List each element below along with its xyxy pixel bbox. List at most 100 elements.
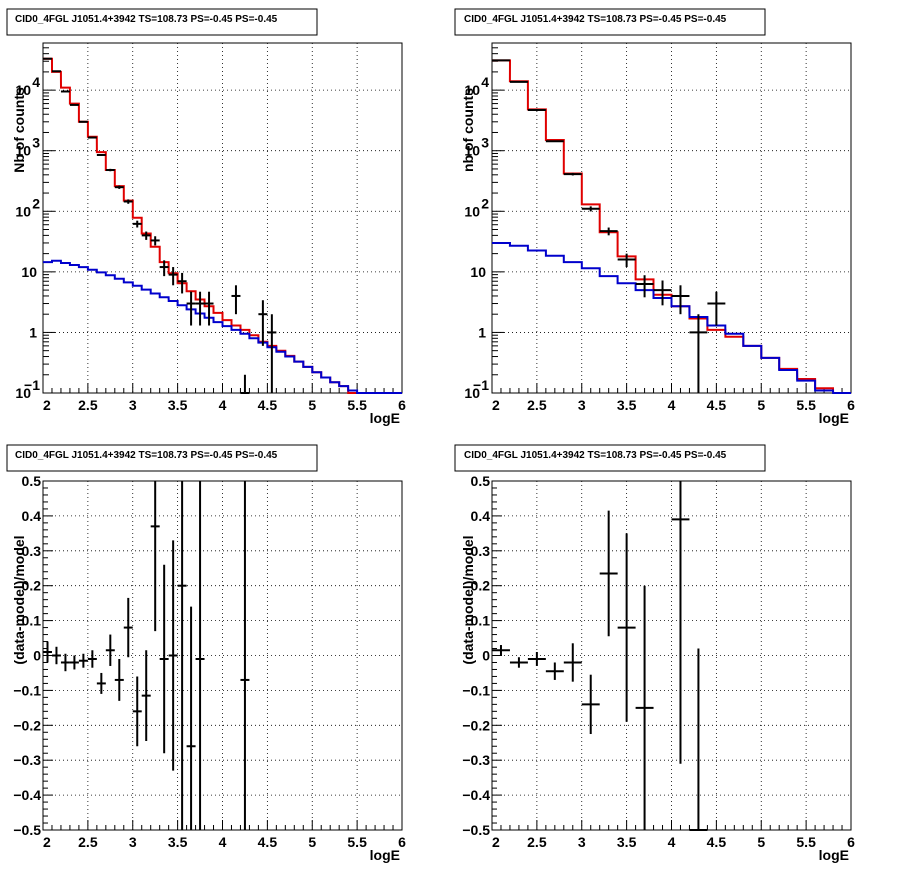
x-tick-label: 5 — [757, 834, 765, 850]
y-tick-label: −0.1 — [462, 682, 490, 698]
panel-title-box — [6, 444, 318, 472]
x-tick-label: 3 — [129, 397, 137, 413]
y-tick-label: −0.5 — [13, 822, 41, 838]
y-axis-title: (data-model)/model — [460, 535, 476, 664]
y-tick-label: 10 — [21, 264, 37, 280]
y-tick-label: 10 — [15, 203, 31, 219]
panel-title-box — [454, 8, 766, 36]
x-tick-label: 5 — [308, 397, 316, 413]
source-model-step-line — [492, 242, 851, 394]
y-axis-title: Nb of counts — [11, 87, 27, 173]
panel-title-box — [454, 444, 766, 472]
y-tick-label: 10 — [15, 82, 31, 98]
total-model-step-line — [43, 57, 402, 394]
x-tick-label: 5.5 — [796, 397, 816, 413]
x-tick-label: 4 — [668, 834, 676, 850]
x-tick-label: 2 — [492, 397, 500, 413]
x-tick-label: 4.5 — [707, 397, 727, 413]
x-axis-title: logE — [819, 410, 849, 426]
y-tick-exponent: 3 — [481, 135, 489, 151]
y-tick-label: −0.4 — [13, 787, 41, 803]
x-tick-label: 4 — [219, 397, 227, 413]
y-tick-label: 0.1 — [471, 613, 491, 629]
y-axis-title: (data-model)/model — [11, 535, 27, 664]
y-tick-label: 0.2 — [22, 578, 42, 594]
x-axis-title: logE — [370, 847, 400, 863]
x-axis-title: logE — [819, 847, 849, 863]
x-tick-label: 6 — [847, 834, 855, 850]
y-tick-label: −0.3 — [13, 752, 41, 768]
y-tick-label: 10 — [464, 143, 480, 159]
y-tick-exponent: 2 — [481, 195, 489, 211]
y-tick-label: 10 — [15, 143, 31, 159]
x-tick-label: 5.5 — [796, 834, 816, 850]
x-tick-label: 2 — [43, 834, 51, 850]
y-tick-label: 0.5 — [471, 473, 491, 489]
y-tick-label: −0.4 — [462, 787, 490, 803]
x-tick-label: 4 — [668, 397, 676, 413]
x-tick-label: 3.5 — [617, 397, 637, 413]
panel-title-box — [6, 8, 318, 36]
x-tick-label: 3 — [129, 834, 137, 850]
y-tick-label: 0 — [482, 648, 490, 664]
y-tick-label: 1 — [29, 324, 37, 340]
panel-title: CID0_4FGL J1051.4+3942 TS=108.73 PS=-0.4… — [464, 14, 727, 25]
panel-title: CID0_4FGL J1051.4+3942 TS=108.73 PS=-0.4… — [15, 14, 278, 25]
x-tick-label: 4.5 — [258, 834, 278, 850]
x-axis-title: logE — [370, 410, 400, 426]
x-tick-label: 5.5 — [347, 397, 367, 413]
x-tick-label: 3.5 — [168, 834, 188, 850]
y-tick-label: 10 — [464, 82, 480, 98]
y-tick-label: 0.1 — [22, 613, 42, 629]
y-tick-label: 0.5 — [22, 473, 42, 489]
y-tick-label: 0.3 — [471, 543, 491, 559]
y-tick-label: −0.3 — [462, 752, 490, 768]
counts-panel-fine-binning: CID0_4FGL J1051.4+3942 TS=108.73 PS=-0.4… — [6, 8, 406, 426]
x-tick-label: 2.5 — [78, 397, 98, 413]
x-tick-label: 3.5 — [617, 834, 637, 850]
x-tick-label: 4.5 — [707, 834, 727, 850]
x-tick-label: 2.5 — [78, 834, 98, 850]
y-tick-label: 0.4 — [471, 508, 491, 524]
x-tick-label: 5 — [308, 834, 316, 850]
y-axis-title: nb of counts — [460, 88, 476, 172]
y-tick-exponent: 3 — [32, 135, 40, 151]
y-tick-label: 10 — [470, 264, 486, 280]
panel-title: CID0_4FGL J1051.4+3942 TS=108.73 PS=-0.4… — [15, 450, 278, 461]
y-tick-label: 10 — [464, 385, 480, 401]
y-tick-label: −0.2 — [462, 717, 490, 733]
x-tick-label: 2 — [43, 397, 51, 413]
x-tick-label: 5.5 — [347, 834, 367, 850]
residuals-panel-fine-binning: CID0_4FGL J1051.4+3942 TS=108.73 PS=-0.4… — [6, 444, 406, 863]
counts-panel-coarse-binning: CID0_4FGL J1051.4+3942 TS=108.73 PS=-0.4… — [454, 8, 855, 426]
x-tick-label: 4 — [219, 834, 227, 850]
y-tick-label: 0.3 — [22, 543, 42, 559]
source-model-step-line — [43, 259, 402, 394]
x-tick-label: 3.5 — [168, 397, 188, 413]
y-tick-exponent: 4 — [32, 74, 40, 90]
x-tick-label: 2.5 — [527, 834, 547, 850]
y-tick-exponent: −1 — [24, 377, 40, 393]
x-tick-label: 6 — [398, 834, 406, 850]
y-tick-label: 0 — [33, 648, 41, 664]
y-tick-label: 10 — [464, 203, 480, 219]
y-tick-label: −0.2 — [13, 717, 41, 733]
x-tick-label: 3 — [578, 834, 586, 850]
y-tick-label: 0.2 — [471, 578, 491, 594]
y-tick-label: −0.5 — [462, 822, 490, 838]
x-tick-label: 4.5 — [258, 397, 278, 413]
y-tick-label: −0.1 — [13, 682, 41, 698]
residuals-panel-coarse-binning: CID0_4FGL J1051.4+3942 TS=108.73 PS=-0.4… — [454, 444, 855, 863]
y-tick-label: 1 — [478, 324, 486, 340]
x-tick-label: 2 — [492, 834, 500, 850]
x-tick-label: 2.5 — [527, 397, 547, 413]
y-tick-exponent: 2 — [32, 195, 40, 211]
y-tick-label: 0.4 — [22, 508, 42, 524]
x-tick-label: 5 — [757, 397, 765, 413]
x-tick-label: 6 — [847, 397, 855, 413]
y-tick-exponent: 4 — [481, 74, 489, 90]
x-tick-label: 6 — [398, 397, 406, 413]
y-tick-exponent: −1 — [473, 377, 489, 393]
panel-title: CID0_4FGL J1051.4+3942 TS=108.73 PS=-0.4… — [464, 450, 727, 461]
